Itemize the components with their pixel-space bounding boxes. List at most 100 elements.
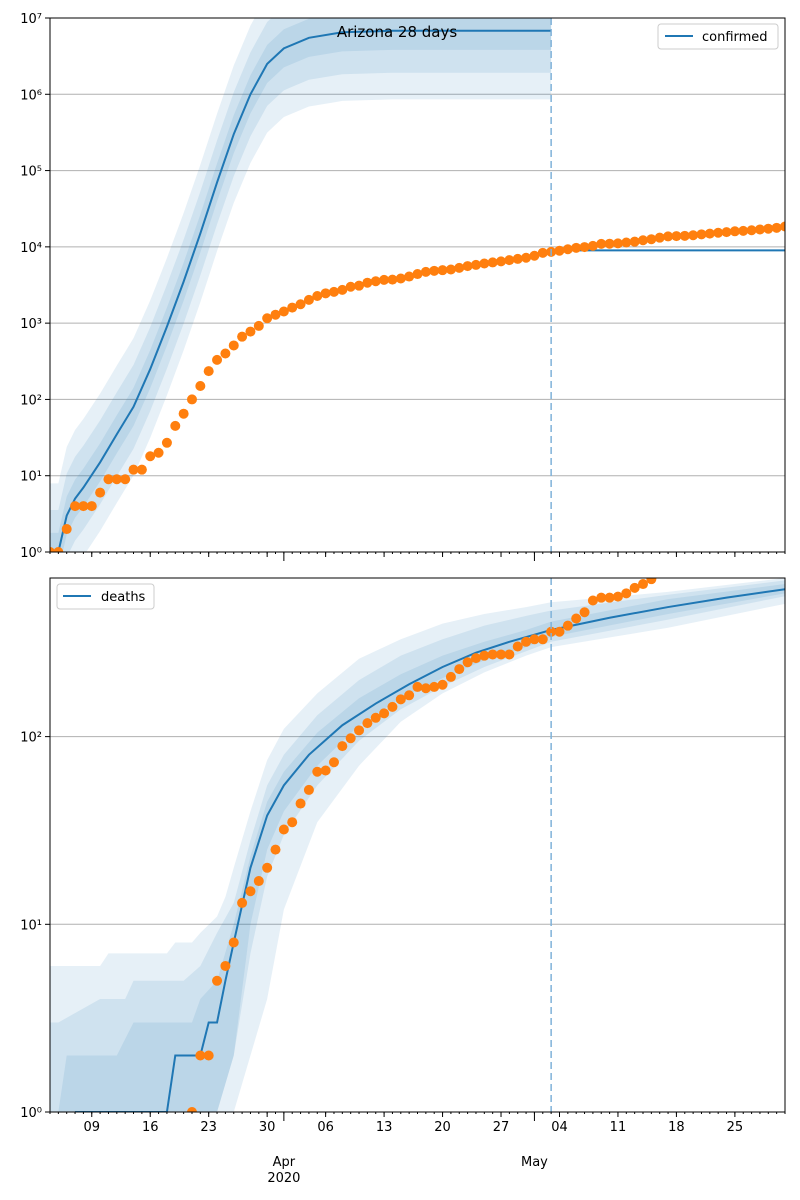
x-tick-label: 18: [668, 1120, 685, 1135]
observed-point: [362, 277, 373, 288]
observed-point: [612, 591, 623, 602]
observed-point: [596, 238, 607, 249]
deaths-gridlines: [50, 736, 785, 925]
confirmed-legend-label: confirmed: [702, 30, 768, 45]
observed-point: [278, 306, 289, 317]
observed-point: [663, 231, 674, 242]
deaths-legend-box: [56, 583, 155, 610]
observed-point: [654, 232, 665, 243]
observed-point: [496, 256, 507, 267]
y-tick-label: 10¹: [20, 470, 42, 485]
observed-point: [612, 238, 623, 249]
observed-point: [621, 237, 632, 248]
observed-point: [337, 284, 348, 295]
deaths-uncertainty-bands: [50, 578, 785, 1112]
deaths-y-axis: 10⁰ 10¹ 10²: [20, 731, 50, 1121]
observed-point: [462, 261, 473, 272]
observed-point: [412, 681, 423, 692]
observed-point: [186, 394, 197, 405]
x-tick-label: 16: [142, 1120, 159, 1135]
observed-point: [604, 238, 615, 249]
observed-point: [253, 876, 264, 887]
observed-point: [228, 340, 239, 351]
observed-point: [479, 258, 490, 269]
observed-point: [370, 276, 381, 287]
uncertainty-band: [50, 18, 552, 552]
observed-point: [153, 447, 164, 458]
observed-point: [504, 255, 515, 266]
observed-point: [554, 626, 565, 637]
observed-point: [629, 582, 640, 593]
observed-point: [713, 227, 724, 238]
model-median-line: [57, 29, 552, 552]
observed-point: [546, 626, 557, 637]
observed-point: [195, 1050, 206, 1061]
observed-point: [245, 326, 256, 337]
deaths-legend: deaths: [56, 583, 155, 610]
chart-title: Arizona 28 days: [337, 23, 458, 41]
observed-point: [638, 579, 649, 590]
observed-point: [203, 1050, 214, 1061]
x-tick-label: 09: [83, 1120, 100, 1135]
y-tick-label: 10⁰: [20, 1106, 42, 1121]
confirmed-uncertainty-bands: [50, 18, 552, 552]
uncertainty-band: [50, 578, 785, 1112]
observed-point: [721, 227, 732, 238]
observed-point: [178, 408, 189, 419]
observed-point: [638, 235, 649, 246]
y-tick-label: 10¹: [20, 918, 42, 933]
observed-point: [479, 650, 490, 661]
observed-point: [780, 221, 785, 232]
observed-point: [420, 683, 431, 694]
x-tick-label: 30: [259, 1120, 276, 1135]
observed-point: [354, 725, 365, 736]
observed-point: [404, 271, 415, 282]
x-month-label: May: [521, 1155, 548, 1170]
observed-point: [287, 302, 298, 313]
observed-point: [237, 331, 248, 342]
observed-point: [136, 464, 147, 475]
observed-point: [429, 681, 440, 692]
observed-point: [579, 607, 590, 618]
observed-point: [596, 592, 607, 603]
observed-point: [303, 784, 314, 795]
observed-point: [262, 313, 273, 324]
observed-point: [688, 230, 699, 241]
observed-point: [303, 294, 314, 305]
deaths-legend-label: deaths: [101, 590, 146, 605]
observed-point: [320, 288, 331, 299]
x-tick-label: 27: [493, 1120, 510, 1135]
y-tick-label: 10⁶: [20, 88, 42, 103]
observed-point: [387, 274, 398, 285]
observed-point: [420, 266, 431, 277]
x-tick-label: 20: [434, 1120, 451, 1135]
y-tick-label: 10²: [20, 731, 42, 746]
observed-point: [512, 253, 523, 264]
y-tick-label: 10⁰: [20, 546, 42, 561]
observed-point: [462, 657, 473, 668]
deaths-panel: 10⁰ 10¹ 10² 09 16 23 30 06 13 20 27 04 11 18 25 Apr202…: [20, 577, 786, 1186]
deaths-observed-points: [186, 578, 657, 1112]
observed-point: [445, 264, 456, 275]
x-tick-label: 04: [551, 1120, 568, 1135]
observed-point: [429, 265, 440, 276]
observed-point: [571, 613, 582, 624]
observed-point: [212, 354, 223, 365]
uncertainty-band: [50, 580, 785, 1112]
observed-point: [587, 595, 598, 606]
observed-point: [61, 524, 72, 535]
observed-point: [404, 690, 415, 701]
observed-point: [203, 366, 214, 377]
observed-point: [771, 222, 782, 233]
y-tick-label: 10³: [20, 317, 42, 332]
observed-point: [646, 234, 657, 245]
observed-point: [521, 252, 532, 263]
observed-point: [161, 437, 172, 448]
observed-point: [354, 280, 365, 291]
y-tick-label: 10⁵: [20, 165, 42, 180]
observed-point: [529, 250, 540, 261]
confirmed-legend-box: [657, 23, 779, 50]
observed-point: [320, 765, 331, 776]
